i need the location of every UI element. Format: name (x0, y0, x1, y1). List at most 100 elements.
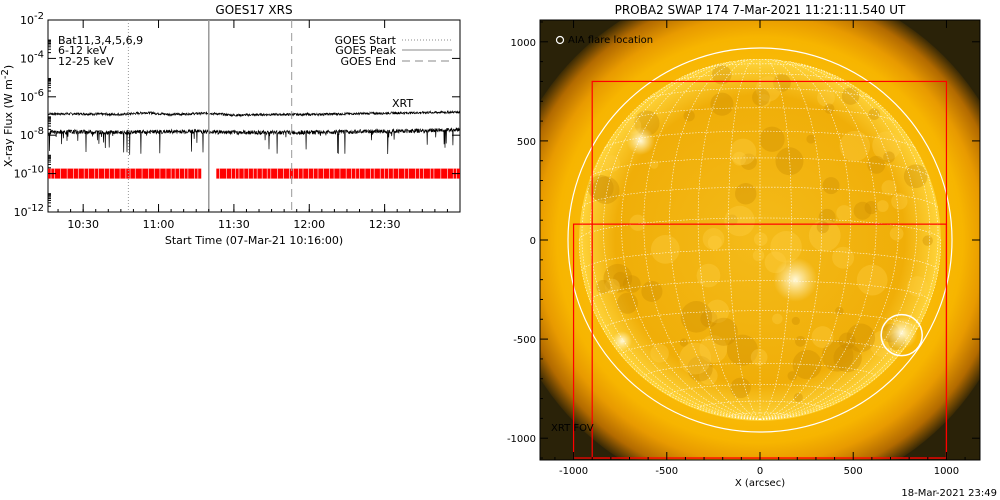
dark-region (759, 126, 785, 152)
active-region-2 (885, 317, 918, 350)
legend-circle-icon (555, 35, 565, 45)
dark-region (709, 317, 738, 346)
goes-y-tick-base: 10 (20, 14, 34, 27)
goes-lightcurve-plot: GOES17 XRS 10-1210-1010-810-610-410-210:… (0, 3, 461, 247)
swap-x-tick-label-0: -1000 (559, 466, 588, 477)
goes-y-tick-label-5: 10-2 (20, 11, 44, 27)
swap-image-area (540, 20, 980, 460)
legend-goes-peak: GOES Peak (335, 44, 396, 57)
swap-x-tick-label-3: 500 (844, 466, 863, 477)
dark-region (700, 310, 718, 328)
swap-x-tick-label-4: 1000 (934, 466, 959, 477)
xrt-fov-rect-1 (591, 80, 948, 459)
dark-region (816, 221, 829, 234)
dark-region (846, 323, 876, 353)
latitude-line (590, 157, 930, 178)
goes-y-tick-label-1: 10-10 (14, 165, 44, 181)
goes-y-tick-label-3: 10-6 (20, 88, 44, 104)
longitude-line (697, 59, 761, 420)
flare-location-circle (880, 313, 923, 357)
goes-y-tick-exp: -6 (34, 88, 44, 99)
goes-data-area (48, 20, 460, 212)
bright-region (772, 313, 783, 325)
goes-x-tick-label-3: 12:00 (293, 218, 325, 231)
bright-region (808, 219, 841, 252)
dark-region (726, 334, 758, 366)
goes-x-tick-label-1: 11:00 (143, 218, 175, 231)
goes-y-tick-label-2: 10-8 (20, 126, 44, 142)
goes-y-tick-exp: -4 (34, 49, 44, 60)
dark-region (730, 377, 751, 399)
bright-region (649, 160, 659, 169)
bright-region (629, 214, 646, 231)
swap-euv-image-plot: PROBA2 SWAP 174 7-Mar-2021 11:21:11.540 … (507, 3, 981, 489)
goes-y-tick-exp: -2 (34, 11, 44, 22)
solar-limb (567, 47, 953, 433)
bright-region (876, 200, 889, 213)
bright-region (604, 278, 620, 294)
dark-region (795, 335, 806, 347)
dark-region (726, 214, 738, 226)
goes-legend: GOES Start GOES Peak GOES End (335, 34, 452, 68)
goes-lightcurve-1 (48, 127, 460, 155)
dark-region (787, 371, 797, 381)
goes-y-tick-base: 10 (20, 91, 34, 104)
xrt-label: XRT (392, 97, 413, 110)
dark-region (838, 332, 856, 350)
dark-region (740, 153, 757, 170)
bright-region (856, 264, 888, 296)
longitude-line (759, 61, 899, 420)
goes-y-tick-base: 10 (20, 129, 34, 142)
longitude-line (578, 239, 761, 420)
longitude-line (759, 92, 939, 420)
bright-region (839, 130, 871, 162)
dark-region (775, 147, 804, 176)
goes-y-tick-exp: -8 (34, 126, 44, 137)
goes-plot-title: GOES17 XRS (215, 3, 292, 17)
dark-region (864, 200, 878, 215)
longitude-line (759, 239, 942, 420)
bright-region (891, 193, 908, 210)
swap-y-tick-label-1: 500 (517, 137, 536, 148)
bright-region (696, 263, 721, 288)
dark-region (591, 176, 620, 205)
swap-plot-title: PROBA2 SWAP 174 7-Mar-2021 11:21:11.540 … (615, 3, 906, 17)
goes-x-tick-label-0: 10:30 (67, 218, 99, 231)
longitude-line (759, 59, 851, 420)
dark-region (616, 292, 638, 314)
dark-region (883, 151, 895, 163)
bright-region (729, 138, 757, 166)
bright-region (679, 342, 712, 375)
dark-region (752, 88, 770, 107)
heliographic-grid (578, 59, 942, 420)
latitude-line (603, 130, 917, 149)
goes-x-axis-label: Start Time (07-Mar-21 10:16:00) (165, 234, 343, 247)
dark-region (735, 183, 757, 205)
dark-region (841, 87, 860, 105)
goes-y-tick-label-0: 10-12 (14, 203, 44, 219)
goes-y-axis-label: X-ray Flux (W m-2) (0, 65, 15, 167)
dark-region (868, 108, 881, 120)
latitude-line (581, 249, 939, 272)
goes-y-tick-exp: -12 (28, 203, 44, 214)
goes-lightcurve-0 (48, 109, 460, 118)
dark-region (821, 340, 854, 372)
dark-region (773, 73, 791, 92)
dark-region (793, 392, 803, 402)
dark-region (612, 271, 628, 287)
aia-flare-location-label: AIA flare location (568, 35, 653, 46)
bright-region (889, 226, 904, 241)
goes-y-tick-base: 10 (20, 52, 34, 65)
bright-region (836, 205, 853, 221)
bright-region (650, 235, 680, 264)
dark-region (824, 103, 835, 114)
longitude-line (728, 59, 761, 420)
longitude-line (603, 63, 761, 420)
swap-x-tick-label-2: 0 (757, 466, 763, 477)
bright-region (832, 246, 855, 269)
goes-y-tick-base: 10 (14, 168, 28, 181)
bright-region (752, 249, 765, 262)
dark-region (680, 301, 713, 333)
bright-region (811, 326, 834, 349)
